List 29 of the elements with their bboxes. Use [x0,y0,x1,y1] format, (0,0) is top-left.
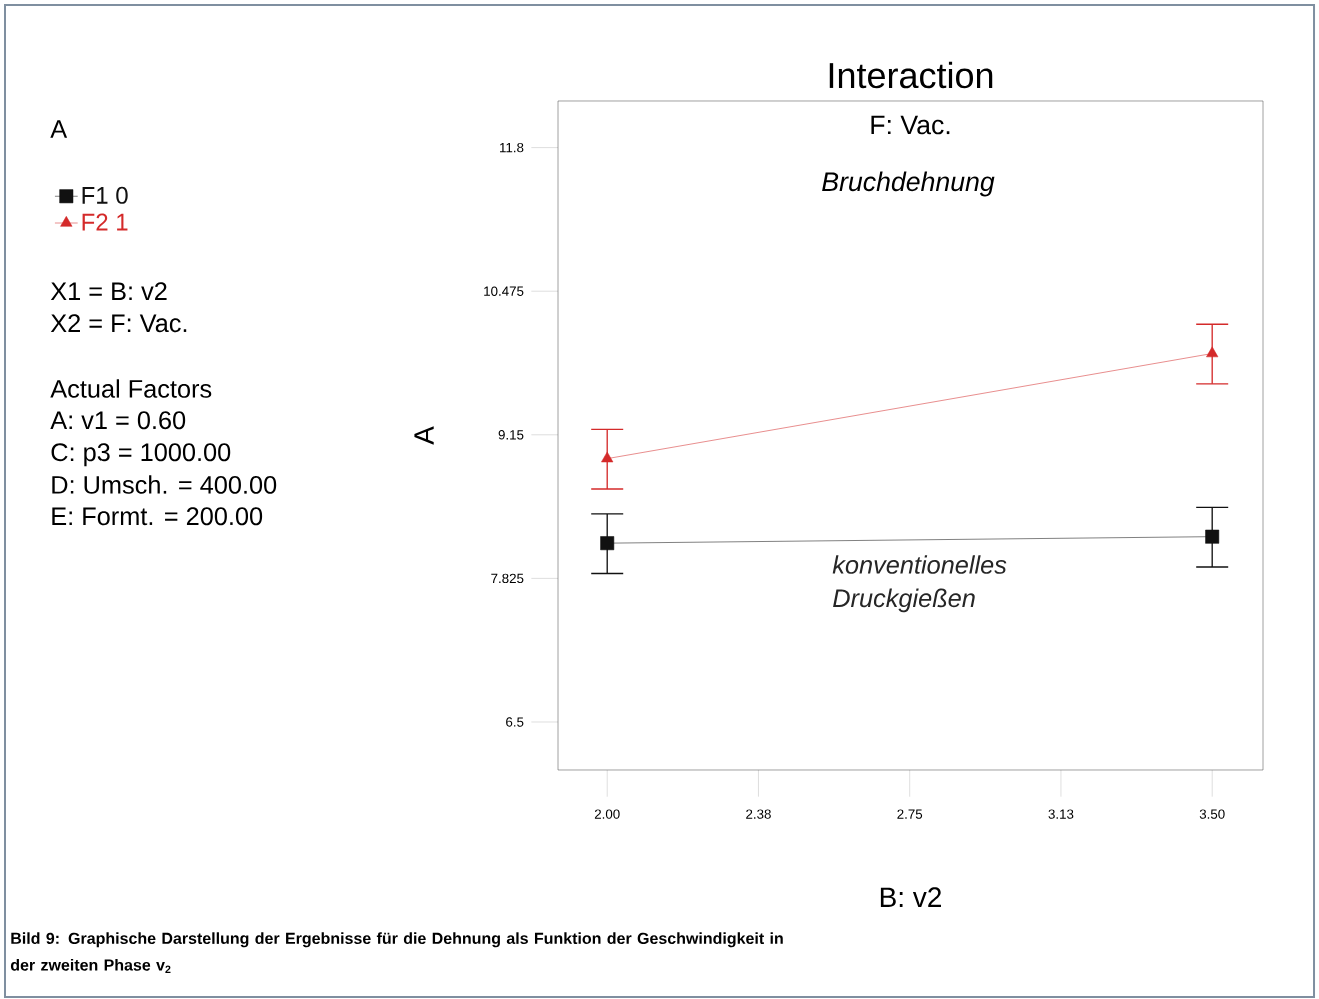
text: X1 = B: v2 [50,282,167,300]
text: E: Formt. = 200.00 [52,507,263,526]
y-tick-label: 7.825 [491,573,524,584]
text: A: v1 = 0.60 [50,411,186,430]
x-tick-label: 2.38 [746,809,771,819]
y-tick-label: 9.15 [498,430,524,440]
y-tick-label: 11.8 [500,142,524,153]
text: Bild 9: Graphische Darstellung der Ergebnisse für die Dehnung als Funktion der Geschwindigkeit in der zweiten Phase v$_{2}$ [10,932,783,973]
annotation: Bruchdehnung [822,171,995,197]
point [600,536,615,551]
text: D: Umsch. = 400.00 [52,475,277,494]
legend-label: F2 1 [82,213,128,231]
y-tick-label: 6.5 [506,717,524,727]
x-tick-label: 2.75 [897,809,923,819]
text: A [50,120,68,138]
chart-subtitle: F: Vac. [871,115,950,135]
annotation: konventionelles Druckgießen [832,555,1007,613]
text: Actual Factors [50,379,212,398]
y-axis-title: A [414,426,434,445]
x-tick-label: 3.13 [1048,809,1074,819]
y-tick-label: 10.475 [484,286,524,296]
text: X2 = F: Vac. [50,314,187,333]
chart-title: Interaction [829,61,993,89]
point [1205,529,1220,544]
x-tick-label: 2.00 [594,809,620,819]
legend-label: F1 0 [82,186,128,204]
text: C: p3 = 1000.00 [51,443,231,467]
x-tick-label: 3.50 [1199,809,1225,819]
x-axis-title: B: v2 [880,887,941,907]
